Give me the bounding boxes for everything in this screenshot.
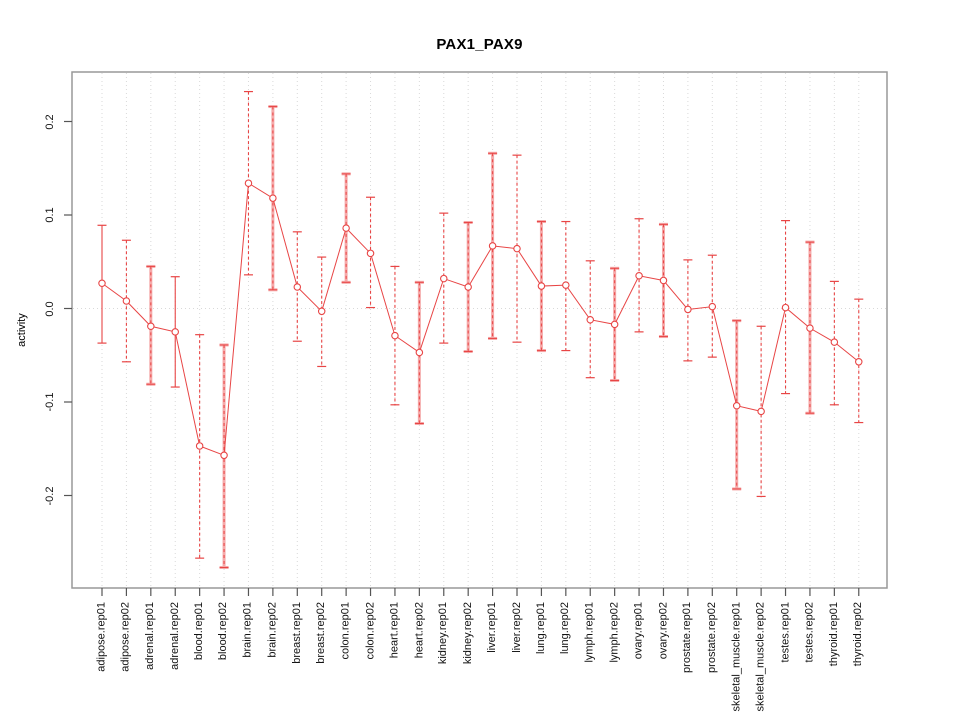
x-tick-label: adipose.rep02 <box>119 602 132 672</box>
x-tick-label: lymph.rep01 <box>583 602 596 663</box>
x-tick-label: testes.rep02 <box>803 602 816 663</box>
data-point-ovary.rep02 <box>659 276 668 285</box>
data-point-kidney.rep01 <box>440 274 448 283</box>
x-tick-label: skeletal_muscle.rep02 <box>754 602 767 712</box>
data-point-prostate.rep01 <box>684 305 692 314</box>
data-point-kidney.rep02 <box>464 283 472 291</box>
x-tick-label: brain.rep01 <box>241 602 254 658</box>
data-point-liver.rep02 <box>513 244 521 253</box>
x-tick-label: prostate.rep02 <box>705 602 718 673</box>
data-point-prostate.rep02 <box>708 302 717 311</box>
data-point-liver.rep01 <box>488 242 497 250</box>
gridlines <box>101 73 860 587</box>
data-point-testes.rep01 <box>781 303 790 312</box>
data-point-brain.rep01 <box>244 179 253 187</box>
x-tick-label: ovary.rep01 <box>632 602 645 660</box>
data-point-adrenal.rep01 <box>147 322 155 331</box>
x-tick-label: blood.rep01 <box>193 602 206 661</box>
x-tick-label: colon.rep02 <box>364 602 377 660</box>
data-point-lung.rep01 <box>537 282 546 290</box>
data-point-thyroid.rep01 <box>830 338 839 346</box>
x-tick-label: lung.rep02 <box>559 602 572 654</box>
x-tick-label: colon.rep01 <box>339 602 352 660</box>
y-axis-title: activity <box>16 313 28 347</box>
x-tick-label: thyroid.rep02 <box>852 602 865 667</box>
x-tick-label: lymph.rep02 <box>608 602 621 663</box>
x-tick-label: heart.rep02 <box>412 602 425 659</box>
x-tick-label: adrenal.rep02 <box>168 602 181 670</box>
data-point-blood.rep02 <box>220 451 228 460</box>
data-point-lymph.rep01 <box>586 315 594 324</box>
data-point-breast.rep01 <box>293 283 302 291</box>
data-point-adrenal.rep02 <box>171 328 179 336</box>
data-point-brain.rep02 <box>269 194 277 202</box>
data-point-lung.rep02 <box>562 281 570 289</box>
x-tick-label: testes.rep01 <box>779 602 792 663</box>
data-point-testes.rep02 <box>806 324 814 332</box>
y-tick-label: -0.2 <box>44 486 56 505</box>
x-tick-label: kidney.rep02 <box>461 602 474 665</box>
x-tick-label: adrenal.rep01 <box>144 602 157 670</box>
chart-title: PAX1_PAX9 <box>436 36 523 53</box>
data-point-skeletal_muscle.rep02 <box>757 407 765 416</box>
x-tick-label: skeletal_muscle.rep01 <box>730 602 743 712</box>
data-point-colon.rep01 <box>342 224 350 232</box>
x-tick-label: brain.rep02 <box>266 602 279 658</box>
data-point-ovary.rep01 <box>635 272 643 280</box>
x-tick-label: lung.rep01 <box>534 602 547 654</box>
y-tick-label: 0.0 <box>44 300 56 317</box>
x-tick-label: adipose.rep01 <box>95 602 108 672</box>
x-tick-label: ovary.rep02 <box>656 602 669 660</box>
plot-border <box>71 71 888 589</box>
x-tick-label: kidney.rep01 <box>437 602 450 665</box>
data-point-adipose.rep02 <box>122 297 131 305</box>
data-point-breast.rep02 <box>317 307 326 316</box>
data-points <box>98 179 863 460</box>
x-tick-label: breast.rep01 <box>290 602 303 664</box>
x-tick-label: liver.rep01 <box>486 602 499 653</box>
y-tick-label: -0.1 <box>44 392 56 412</box>
error-bars <box>97 90 864 569</box>
series-line <box>101 182 860 456</box>
data-point-thyroid.rep02 <box>855 358 863 366</box>
x-tick-label: heart.rep01 <box>388 602 401 659</box>
y-tick-label: 0.1 <box>44 207 56 223</box>
data-point-adipose.rep01 <box>98 279 106 288</box>
x-tick-label: liver.rep02 <box>510 602 523 653</box>
x-tick-label: thyroid.rep01 <box>827 602 840 667</box>
data-point-heart.rep01 <box>391 331 399 340</box>
y-tick-label: 0.2 <box>44 113 56 130</box>
data-point-colon.rep02 <box>366 249 375 258</box>
axis-ticks <box>64 120 860 596</box>
x-tick-label: prostate.rep01 <box>681 602 694 673</box>
x-tick-label: breast.rep02 <box>315 602 328 664</box>
x-tick-label: blood.rep02 <box>217 602 230 661</box>
data-point-heart.rep02 <box>415 348 424 357</box>
data-point-lymph.rep02 <box>610 320 619 329</box>
data-point-blood.rep01 <box>195 442 204 450</box>
data-point-skeletal_muscle.rep01 <box>732 401 741 410</box>
